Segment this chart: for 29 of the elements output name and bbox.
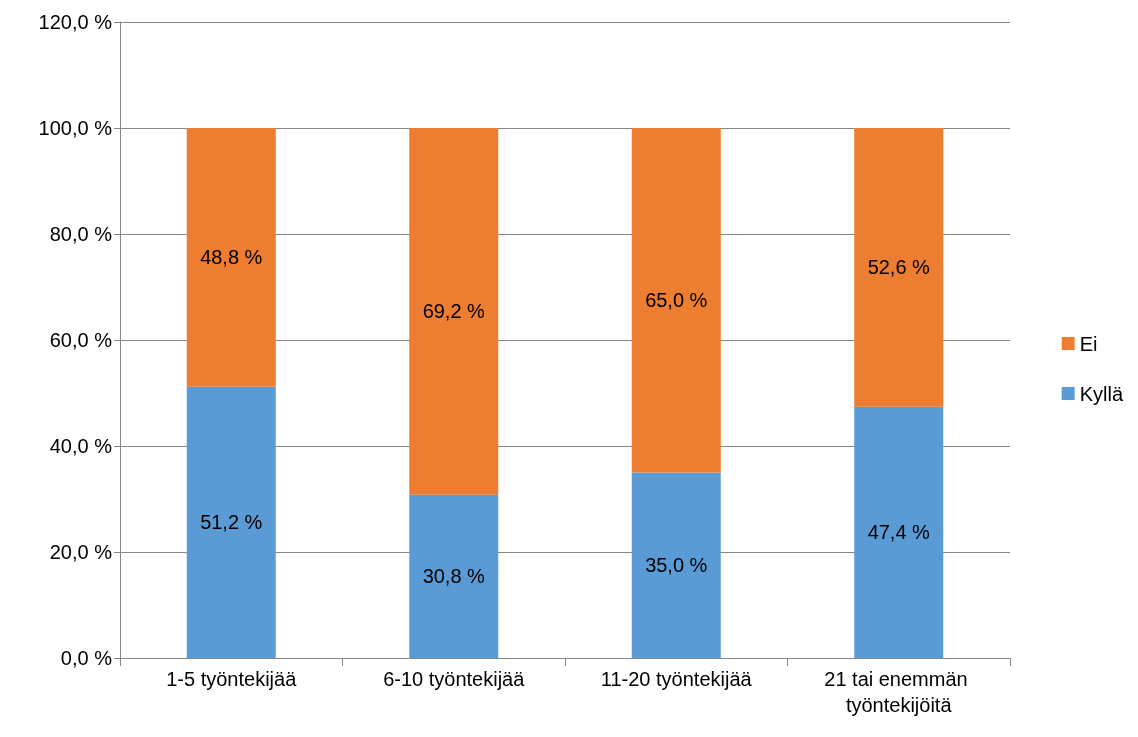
data-label: 35,0 % [645,554,708,577]
data-label: 47,4 % [867,521,931,544]
x-tick-label: 6-10 työntekijää [383,668,526,690]
y-tick-label: 20,0 % [49,541,113,563]
legend-label: Kyllä [1079,382,1124,405]
bar [186,128,276,387]
bar [854,406,944,658]
y-tick-label: 40,0 % [49,435,113,457]
bar [854,128,944,407]
x-tick-label: 21 tai enemmän työntekijöitä [824,668,974,716]
data-label: 51,2 % [200,511,263,534]
bar [631,472,721,658]
y-tick-label: 80,0 % [49,223,113,245]
data-label: 52,6 % [867,256,931,279]
y-tick-label: 120,0 % [38,11,113,33]
y-tick-label: 100,0 % [38,117,113,139]
bar [409,494,499,658]
bar [631,128,721,473]
x-tick-label: 11-20 työntekijää [600,668,753,690]
data-label: 30,8 % [422,565,486,588]
bar [186,386,276,658]
y-tick-label: 0,0 % [60,647,113,669]
data-label: 48,8 % [200,246,263,269]
data-label: 65,0 % [645,289,708,312]
legend-label: Ei [1079,332,1098,355]
x-tick-label: 1-5 työntekijää [166,668,298,690]
y-tick-label: 60,0 % [49,329,113,351]
data-label: 69,2 % [422,300,486,323]
bar [409,128,499,495]
